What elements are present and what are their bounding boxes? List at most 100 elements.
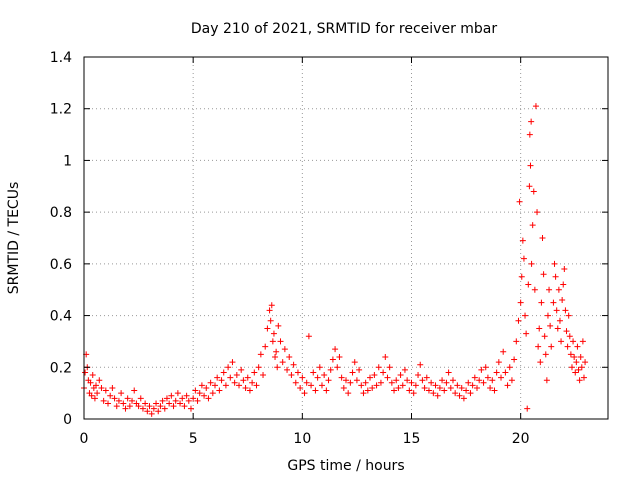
- data-point: [358, 382, 365, 389]
- data-point: [412, 382, 419, 389]
- data-point: [573, 359, 580, 366]
- y-tick-label: 1.2: [50, 102, 72, 118]
- data-point: [360, 390, 367, 397]
- data-point: [332, 346, 339, 353]
- data-point: [268, 302, 275, 309]
- data-point: [209, 390, 216, 397]
- y-tick-label: 1.4: [50, 50, 72, 66]
- data-point: [272, 353, 279, 360]
- data-point: [310, 369, 317, 376]
- data-point: [395, 384, 402, 391]
- data-point: [349, 369, 356, 376]
- data-point: [454, 382, 461, 389]
- data-point: [102, 387, 109, 394]
- data-point: [334, 364, 341, 371]
- data-point: [484, 374, 491, 381]
- data-point: [120, 400, 127, 407]
- data-points: [81, 103, 589, 417]
- data-point: [308, 382, 315, 389]
- data-point: [551, 260, 558, 267]
- data-point: [458, 384, 465, 391]
- y-axis-label: SRMTID / TECUs: [6, 182, 22, 295]
- data-point: [356, 366, 363, 373]
- data-point: [174, 390, 181, 397]
- data-point: [428, 379, 435, 386]
- data-point: [371, 372, 378, 379]
- data-point: [562, 307, 569, 314]
- data-point: [89, 372, 96, 379]
- data-point: [406, 387, 413, 394]
- data-point: [526, 183, 533, 190]
- data-point: [463, 387, 470, 394]
- data-point: [543, 377, 550, 384]
- data-point: [582, 359, 589, 366]
- data-point: [534, 209, 541, 216]
- data-point: [410, 390, 417, 397]
- axis-ticks: [83, 56, 608, 420]
- data-point: [565, 312, 572, 319]
- data-point: [269, 338, 276, 345]
- data-point: [579, 338, 586, 345]
- data-point: [367, 374, 374, 381]
- data-point: [260, 372, 267, 379]
- data-point: [142, 400, 149, 407]
- data-point: [179, 395, 186, 402]
- data-point: [550, 299, 557, 306]
- data-point: [540, 271, 547, 278]
- data-point: [251, 369, 258, 376]
- data-point: [312, 387, 319, 394]
- data-point: [177, 400, 184, 407]
- data-point: [423, 374, 430, 381]
- data-point: [474, 384, 480, 391]
- data-point: [338, 374, 345, 381]
- data-point: [560, 281, 567, 288]
- data-point: [139, 405, 146, 412]
- data-point: [150, 405, 157, 412]
- data-point: [500, 348, 507, 355]
- data-point: [572, 369, 579, 376]
- data-point: [529, 222, 536, 229]
- data-point: [166, 400, 173, 407]
- data-point: [242, 384, 249, 391]
- y-tick-label: 0: [63, 412, 72, 428]
- data-point: [274, 364, 281, 371]
- data-point: [519, 237, 526, 244]
- data-point: [196, 390, 203, 397]
- data-point: [480, 379, 487, 386]
- data-point: [397, 372, 404, 379]
- data-point: [231, 379, 238, 386]
- data-point: [297, 384, 304, 391]
- y-tick-labels: 0 0.2 0.4 0.6 0.8 1 1.2 1.4: [50, 50, 72, 428]
- data-point: [218, 377, 225, 384]
- data-point: [570, 338, 577, 345]
- data-point: [465, 379, 472, 386]
- data-point: [109, 384, 116, 391]
- data-point: [552, 273, 559, 280]
- y-tick-label: 0.8: [50, 205, 72, 221]
- data-point: [563, 328, 570, 335]
- data-point: [262, 343, 269, 350]
- data-point: [122, 405, 129, 412]
- data-point: [316, 364, 323, 371]
- data-point: [185, 397, 192, 404]
- data-point: [168, 392, 175, 399]
- y-tick-label: 0.2: [50, 360, 72, 376]
- data-point: [495, 359, 502, 366]
- data-point: [369, 384, 376, 391]
- data-point: [203, 384, 210, 391]
- data-point: [155, 408, 162, 415]
- data-point: [553, 307, 560, 314]
- data-point: [421, 384, 428, 391]
- data-point: [87, 379, 94, 386]
- data-point: [107, 392, 114, 399]
- data-point: [393, 377, 400, 384]
- data-point: [244, 374, 251, 381]
- data-point: [432, 382, 439, 389]
- data-point: [279, 359, 286, 366]
- data-point: [216, 387, 223, 394]
- data-point: [126, 403, 133, 410]
- data-point: [305, 333, 312, 340]
- data-point: [229, 359, 236, 366]
- data-point: [469, 382, 476, 389]
- x-tick-label: 0: [80, 431, 89, 447]
